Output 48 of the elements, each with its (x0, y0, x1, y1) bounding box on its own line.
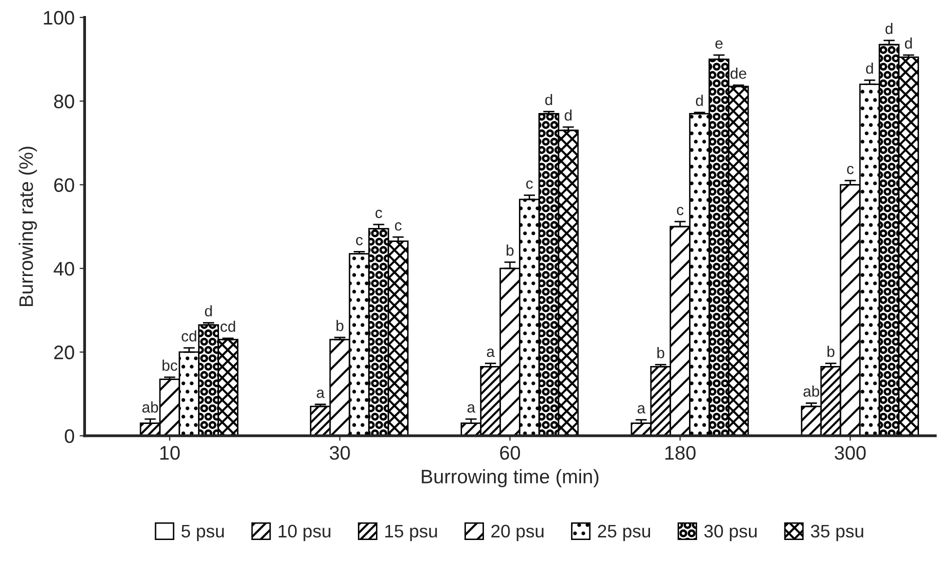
legend-label: 25 psu (598, 524, 650, 542)
data-label: b (336, 320, 344, 332)
legend-label: 5 psu (182, 524, 224, 542)
data-label: c (676, 206, 684, 216)
data-label: a (316, 390, 325, 398)
data-label: cd (182, 330, 196, 342)
data-label: a (467, 404, 476, 413)
legend-label: 10 psu (278, 524, 330, 542)
data-label: c (526, 180, 533, 189)
y-axis-title: Burrowing rate (%) (18, 146, 37, 306)
data-label: c (356, 236, 363, 246)
y-tick-label: 60 (54, 178, 74, 192)
x-tick-label: 60 (500, 446, 520, 460)
data-label: b (506, 244, 514, 256)
data-label: ab (142, 401, 158, 413)
data-label: e (715, 40, 723, 49)
data-label: c (394, 222, 402, 231)
legend-label: 35 psu (810, 524, 864, 542)
data-label: ab (803, 386, 820, 397)
data-label: a (486, 348, 495, 358)
y-tick-label: 40 (54, 262, 74, 276)
x-tick-label: 180 (665, 446, 696, 460)
data-label: d (904, 37, 912, 49)
x-tick-label: 300 (834, 446, 866, 460)
legend-label: 30 psu (704, 524, 757, 542)
x-tick-label: 10 (160, 446, 180, 460)
y-tick-label: 20 (54, 346, 74, 360)
y-tick-label: 0 (64, 429, 74, 443)
data-label: c (376, 210, 382, 218)
x-axis-title: Burrowing time (min) (422, 469, 598, 488)
data-label: b (828, 346, 834, 358)
y-tick-label: 80 (54, 94, 74, 108)
data-label: d (204, 305, 212, 316)
data-label: c (847, 166, 854, 174)
y-tick-label: 100 (44, 10, 74, 25)
data-label: b (657, 347, 664, 358)
data-label: bc (162, 360, 178, 371)
data-label: d (886, 22, 892, 34)
data-label: d (696, 94, 703, 106)
data-label: d (545, 94, 552, 106)
data-label: de (730, 68, 746, 79)
data-label: d (866, 62, 873, 74)
legend-label: 15 psu (385, 524, 437, 542)
legend-label: 20 psu (491, 524, 544, 542)
data-label: d (564, 109, 572, 121)
data-label: cd (220, 320, 236, 332)
data-label: a (638, 405, 646, 414)
x-tick-label: 30 (330, 446, 350, 460)
